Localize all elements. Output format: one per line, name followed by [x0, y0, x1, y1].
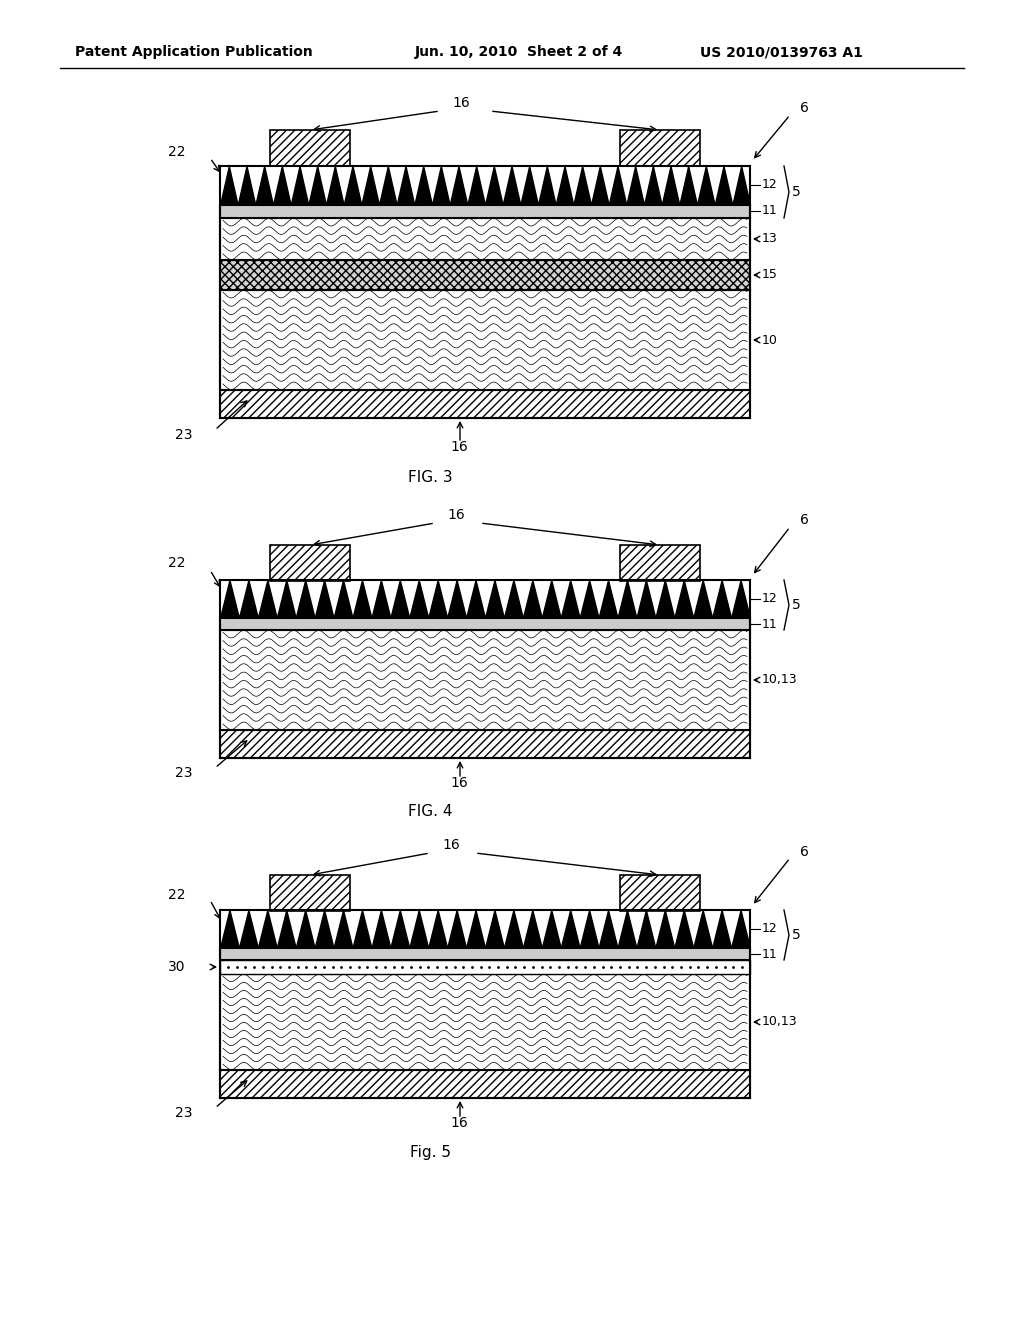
Bar: [620, 875, 700, 911]
Text: 22: 22: [168, 145, 185, 158]
Bar: [270, 875, 350, 911]
Bar: [220, 166, 750, 205]
Text: 5: 5: [792, 185, 801, 199]
Text: Jun. 10, 2010  Sheet 2 of 4: Jun. 10, 2010 Sheet 2 of 4: [415, 45, 624, 59]
Text: 6: 6: [800, 845, 809, 859]
Text: 30: 30: [168, 960, 185, 974]
Text: 16: 16: [447, 508, 465, 521]
Bar: [220, 730, 750, 758]
Bar: [220, 1071, 750, 1098]
Text: 12: 12: [762, 923, 778, 936]
Text: 16: 16: [450, 440, 468, 454]
Text: US 2010/0139763 A1: US 2010/0139763 A1: [700, 45, 863, 59]
Text: FIG. 4: FIG. 4: [408, 804, 453, 820]
Bar: [220, 618, 750, 630]
Text: 6: 6: [800, 513, 809, 527]
Bar: [220, 960, 750, 974]
Text: 23: 23: [175, 1106, 193, 1119]
Text: 12: 12: [762, 593, 778, 606]
Text: 10,13: 10,13: [762, 673, 798, 686]
Text: 10: 10: [762, 334, 778, 346]
Text: 16: 16: [450, 1115, 468, 1130]
Text: 5: 5: [792, 928, 801, 942]
Bar: [220, 948, 750, 960]
Text: 11: 11: [762, 618, 778, 631]
Text: 23: 23: [175, 766, 193, 780]
Text: Patent Application Publication: Patent Application Publication: [75, 45, 312, 59]
Bar: [220, 389, 750, 418]
Text: 5: 5: [792, 598, 801, 612]
Text: 13: 13: [762, 232, 778, 246]
Bar: [220, 205, 750, 218]
Bar: [220, 218, 750, 260]
Bar: [220, 974, 750, 1071]
Bar: [620, 545, 700, 581]
Bar: [220, 909, 750, 948]
Text: 11: 11: [762, 948, 778, 961]
Text: 16: 16: [452, 96, 470, 110]
Text: 10,13: 10,13: [762, 1015, 798, 1028]
Text: 23: 23: [175, 428, 193, 442]
Bar: [220, 260, 750, 290]
Text: 12: 12: [762, 178, 778, 191]
Bar: [220, 579, 750, 618]
Text: 6: 6: [800, 102, 809, 115]
Bar: [220, 630, 750, 730]
Text: 22: 22: [168, 888, 185, 902]
Text: 16: 16: [442, 838, 460, 851]
Bar: [270, 545, 350, 581]
Text: 15: 15: [762, 268, 778, 281]
Text: 16: 16: [450, 776, 468, 789]
Text: 22: 22: [168, 556, 185, 570]
Text: FIG. 3: FIG. 3: [408, 470, 453, 486]
Bar: [220, 290, 750, 389]
Text: Fig. 5: Fig. 5: [410, 1144, 451, 1159]
Text: 11: 11: [762, 205, 778, 218]
Bar: [620, 129, 700, 166]
Bar: [270, 129, 350, 166]
